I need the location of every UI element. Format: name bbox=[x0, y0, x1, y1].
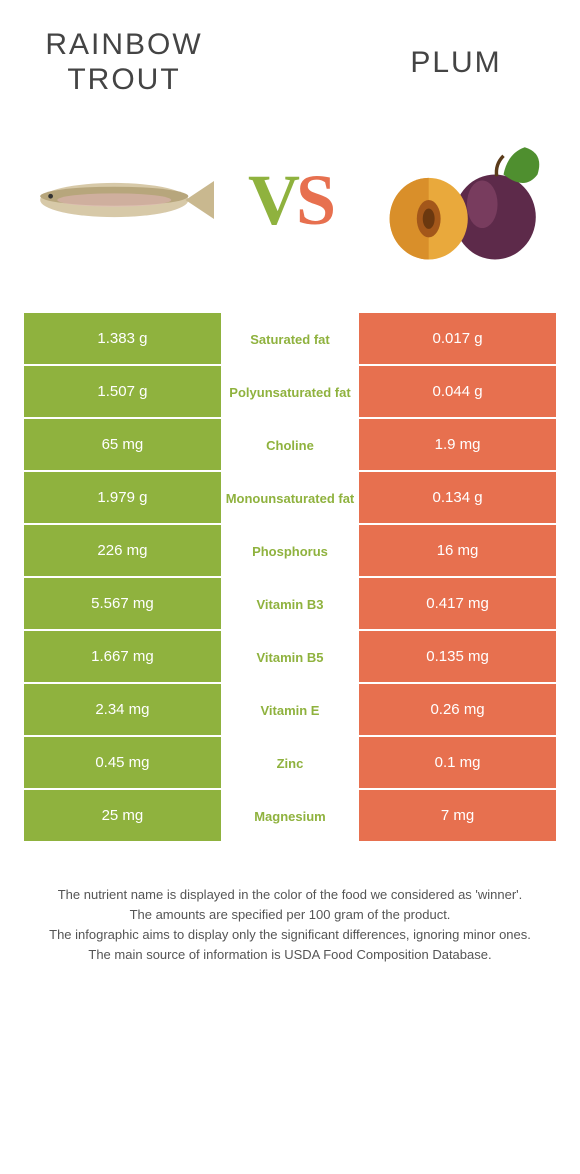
left-value: 1.507 g bbox=[24, 366, 221, 419]
table-row: 0.45 mgZinc0.1 mg bbox=[24, 737, 556, 790]
right-value: 1.9 mg bbox=[359, 419, 556, 472]
nutrient-label: Choline bbox=[221, 419, 359, 472]
right-value: 0.044 g bbox=[359, 366, 556, 419]
right-value: 0.017 g bbox=[359, 313, 556, 366]
left-value: 226 mg bbox=[24, 525, 221, 578]
footer-line: The infographic aims to display only the… bbox=[34, 925, 546, 945]
nutrient-label: Vitamin B5 bbox=[221, 631, 359, 684]
left-value: 65 mg bbox=[24, 419, 221, 472]
right-value: 7 mg bbox=[359, 790, 556, 843]
right-value: 16 mg bbox=[359, 525, 556, 578]
nutrient-label: Phosphorus bbox=[221, 525, 359, 578]
nutrient-label: Polyunsaturated fat bbox=[221, 366, 359, 419]
left-food-title: Rainbow trout bbox=[24, 28, 224, 97]
header: Rainbow trout Plum bbox=[24, 28, 556, 97]
footer-notes: The nutrient name is displayed in the co… bbox=[24, 885, 556, 966]
right-value: 0.135 mg bbox=[359, 631, 556, 684]
vs-label: VS bbox=[248, 159, 332, 242]
table-row: 1.507 gPolyunsaturated fat0.044 g bbox=[24, 366, 556, 419]
table-row: 2.34 mgVitamin E0.26 mg bbox=[24, 684, 556, 737]
nutrient-label: Monounsaturated fat bbox=[221, 472, 359, 525]
right-value: 0.417 mg bbox=[359, 578, 556, 631]
nutrient-label: Zinc bbox=[221, 737, 359, 790]
left-value: 1.667 mg bbox=[24, 631, 221, 684]
left-value: 5.567 mg bbox=[24, 578, 221, 631]
table-row: 1.383 gSaturated fat0.017 g bbox=[24, 313, 556, 366]
right-food-image bbox=[366, 120, 556, 280]
table-row: 5.567 mgVitamin B30.417 mg bbox=[24, 578, 556, 631]
left-value: 2.34 mg bbox=[24, 684, 221, 737]
footer-line: The amounts are specified per 100 gram o… bbox=[34, 905, 546, 925]
right-value: 0.134 g bbox=[359, 472, 556, 525]
left-value: 1.383 g bbox=[24, 313, 221, 366]
right-food-title: Plum bbox=[356, 28, 556, 81]
nutrient-label: Magnesium bbox=[221, 790, 359, 843]
image-row: VS bbox=[24, 115, 556, 285]
table-row: 1.979 gMonounsaturated fat0.134 g bbox=[24, 472, 556, 525]
right-value: 0.1 mg bbox=[359, 737, 556, 790]
nutrient-label: Vitamin B3 bbox=[221, 578, 359, 631]
table-row: 1.667 mgVitamin B50.135 mg bbox=[24, 631, 556, 684]
vs-v: V bbox=[248, 160, 296, 240]
left-food-image bbox=[24, 120, 214, 280]
nutrient-label: Saturated fat bbox=[221, 313, 359, 366]
nutrient-label: Vitamin E bbox=[221, 684, 359, 737]
table-row: 25 mgMagnesium7 mg bbox=[24, 790, 556, 843]
left-value: 25 mg bbox=[24, 790, 221, 843]
footer-line: The main source of information is USDA F… bbox=[34, 945, 546, 965]
nutrient-table: 1.383 gSaturated fat0.017 g1.507 gPolyun… bbox=[24, 313, 556, 843]
left-value: 1.979 g bbox=[24, 472, 221, 525]
vs-s: S bbox=[296, 160, 332, 240]
table-row: 226 mgPhosphorus16 mg bbox=[24, 525, 556, 578]
left-value: 0.45 mg bbox=[24, 737, 221, 790]
footer-line: The nutrient name is displayed in the co… bbox=[34, 885, 546, 905]
right-value: 0.26 mg bbox=[359, 684, 556, 737]
table-row: 65 mgCholine1.9 mg bbox=[24, 419, 556, 472]
